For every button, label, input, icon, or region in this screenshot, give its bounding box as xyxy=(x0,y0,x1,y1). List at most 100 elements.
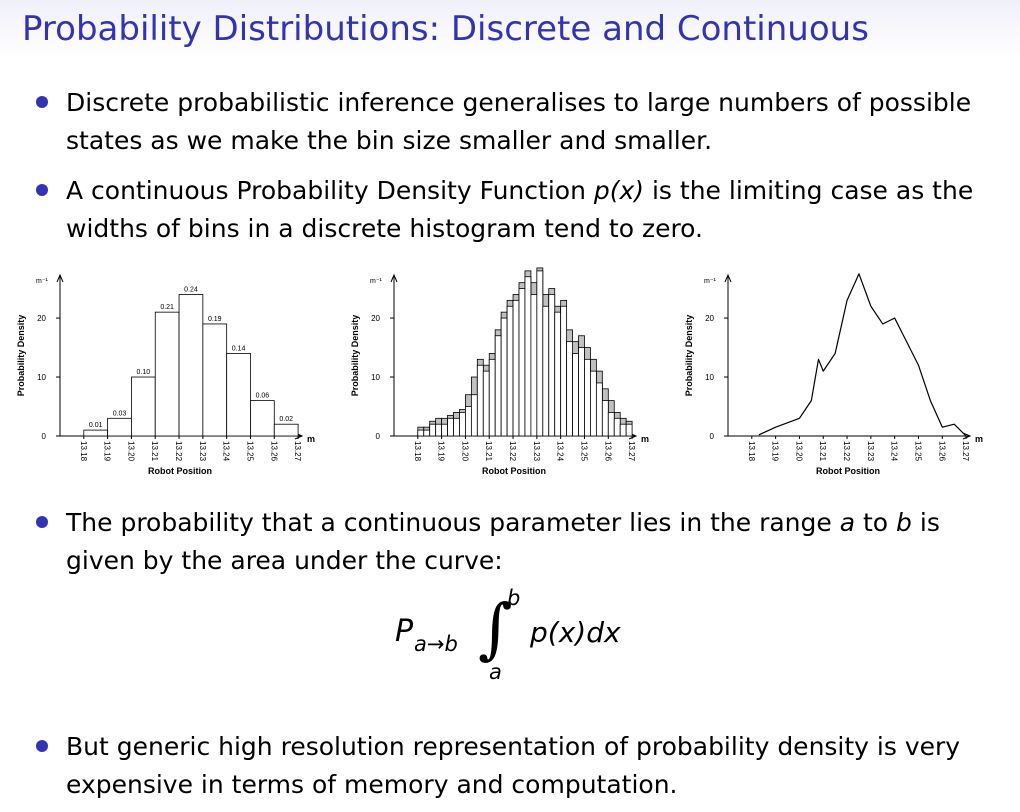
bar xyxy=(506,299,514,437)
bar xyxy=(536,267,544,437)
bar xyxy=(530,294,538,437)
x-tick-label: 13.21 xyxy=(150,441,159,462)
x-tick-label: 13.19 xyxy=(103,441,112,462)
bar xyxy=(465,406,472,437)
bar xyxy=(542,305,550,437)
bar xyxy=(459,409,466,437)
x-tick-label: 13.26 xyxy=(603,441,612,462)
x-axis-label: Robot Position xyxy=(148,466,212,476)
bar xyxy=(572,341,579,437)
bar xyxy=(524,270,532,437)
bar xyxy=(560,305,568,437)
x-tick-label: 13.21 xyxy=(818,441,827,462)
bar xyxy=(423,426,431,437)
bar xyxy=(590,370,597,437)
bar xyxy=(578,335,585,437)
density-curve xyxy=(758,273,967,437)
bar xyxy=(131,376,156,437)
x-tick-label: 13.22 xyxy=(508,441,517,462)
bar xyxy=(417,426,425,437)
bar xyxy=(453,412,460,437)
y-axis-arrow xyxy=(390,273,398,283)
bar xyxy=(429,420,437,437)
bar xyxy=(506,305,514,437)
bar xyxy=(536,270,544,437)
y-axis-arrow xyxy=(724,273,732,283)
bar xyxy=(607,400,615,437)
y-tick-label: 20 xyxy=(371,314,380,323)
bullet-text: But generic high resolution representati… xyxy=(66,732,961,799)
x-tick-label: 13.22 xyxy=(842,441,851,462)
bar xyxy=(601,388,609,437)
bullet-text: is the limiting case as the widths of bi… xyxy=(66,176,974,243)
x-tick-label: 13.23 xyxy=(866,441,875,462)
bar xyxy=(417,429,425,437)
bar xyxy=(590,358,597,437)
bar xyxy=(429,423,437,437)
value-label: 0.06 xyxy=(256,393,270,400)
bar xyxy=(601,400,609,437)
y-axis-arrow xyxy=(56,273,64,283)
bar xyxy=(250,400,275,437)
bar xyxy=(273,423,299,437)
value-label: 0.14 xyxy=(232,345,246,352)
bar xyxy=(447,417,454,437)
y-unit: m⁻¹ xyxy=(370,278,383,285)
bar xyxy=(619,417,627,437)
bar xyxy=(482,370,490,437)
bar xyxy=(625,423,633,437)
y-unit: m⁻¹ xyxy=(36,278,49,285)
x-tick-label: 13.26 xyxy=(269,441,278,462)
bullet: Discrete probabilistic inference general… xyxy=(36,84,996,160)
bar xyxy=(512,299,520,437)
bullet: But generic high resolution representati… xyxy=(36,728,996,804)
bar xyxy=(470,376,478,437)
bar xyxy=(530,282,538,437)
bullet-text: is given by the area under the curve: xyxy=(66,508,940,575)
bar xyxy=(554,311,562,437)
bar xyxy=(226,353,251,437)
formula-lower: a xyxy=(489,660,502,684)
bullet-text: Discrete probabilistic inference general… xyxy=(66,88,972,155)
x-tick-label: 13.23 xyxy=(532,441,541,462)
bar xyxy=(512,294,520,437)
x-tick-label: 13.20 xyxy=(794,441,803,462)
bar xyxy=(613,417,621,437)
bar xyxy=(488,358,496,437)
x-axis-arrow xyxy=(294,432,304,440)
bullet-text: b xyxy=(896,508,912,537)
y-tick-label: 10 xyxy=(37,373,46,382)
x-tick-label: 13.27 xyxy=(961,441,970,462)
y-tick-label: 10 xyxy=(705,373,714,382)
bar xyxy=(625,420,633,437)
x-tick-label: 13.20 xyxy=(126,441,135,462)
bar xyxy=(107,417,132,437)
x-tick-label: 13.27 xyxy=(627,441,636,462)
y-tick-label: 0 xyxy=(42,432,47,441)
bar xyxy=(494,335,502,437)
x-axis-arrow xyxy=(962,432,972,440)
bar xyxy=(500,317,508,437)
bar xyxy=(548,294,556,437)
bar xyxy=(595,382,603,437)
bar xyxy=(435,423,443,437)
bar xyxy=(470,394,478,437)
value-label: 0.10 xyxy=(137,369,151,376)
x-tick-label: 13.25 xyxy=(579,441,588,462)
bar xyxy=(500,311,508,437)
bar xyxy=(595,370,603,437)
bar xyxy=(518,282,526,437)
y-tick-label: 10 xyxy=(371,373,380,382)
bar xyxy=(441,417,448,437)
integral-sign: ∫ xyxy=(478,590,513,667)
bar xyxy=(453,417,460,437)
y-tick-label: 0 xyxy=(376,432,381,441)
bar xyxy=(154,311,180,437)
value-label: 0.21 xyxy=(160,304,174,311)
x-tick-label: 13.27 xyxy=(293,441,302,462)
x-unit: m xyxy=(307,434,315,444)
bar xyxy=(202,323,228,437)
x-tick-label: 13.24 xyxy=(890,441,899,462)
value-label: 0.02 xyxy=(279,416,293,423)
bar xyxy=(423,429,431,437)
